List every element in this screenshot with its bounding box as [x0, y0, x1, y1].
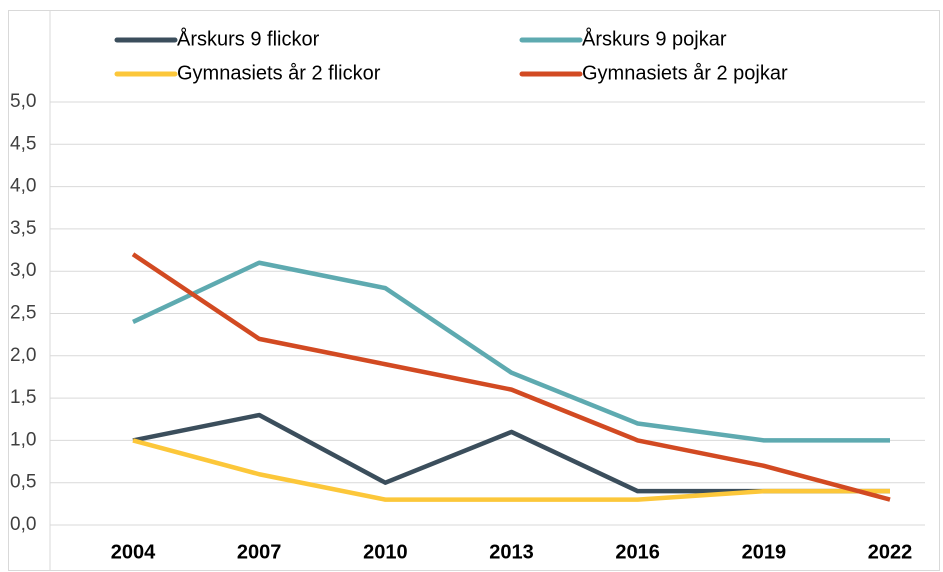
data-line [132, 438, 890, 502]
y-tick-label: 4,5 [10, 133, 36, 154]
legend-label: Gymnasiets år 2 flickor [177, 62, 381, 84]
y-tick-label: 5,0 [10, 91, 36, 112]
y-tick-label: 3,5 [10, 218, 36, 239]
y-tick-label: 1,5 [10, 387, 36, 408]
y-tick-label: 4,0 [10, 176, 36, 197]
x-tick-label: 2019 [742, 541, 787, 563]
y-tick-label: 2,0 [10, 345, 36, 366]
x-tick-label: 2022 [868, 541, 913, 563]
data-line [131, 252, 891, 502]
x-tick-label: 2016 [615, 541, 660, 563]
data-line [132, 260, 890, 443]
y-tick-label: 1,0 [10, 429, 36, 450]
legend-label: Årskurs 9 flickor [177, 27, 320, 50]
y-tick-label: 0,0 [10, 514, 36, 535]
chart-frame [8, 10, 940, 571]
x-tick-label: 2004 [111, 541, 156, 563]
x-tick-label: 2013 [489, 541, 534, 563]
x-tick-label: 2007 [237, 541, 282, 563]
y-tick-label: 2,5 [10, 303, 36, 324]
legend-label: Gymnasiets år 2 pojkar [582, 62, 788, 84]
legend-label: Årskurs 9 pojkar [582, 27, 727, 50]
x-tick-label: 2010 [363, 541, 408, 563]
data-line [132, 412, 890, 494]
y-tick-label: 3,0 [10, 260, 36, 281]
y-tick-label: 0,5 [10, 472, 36, 493]
